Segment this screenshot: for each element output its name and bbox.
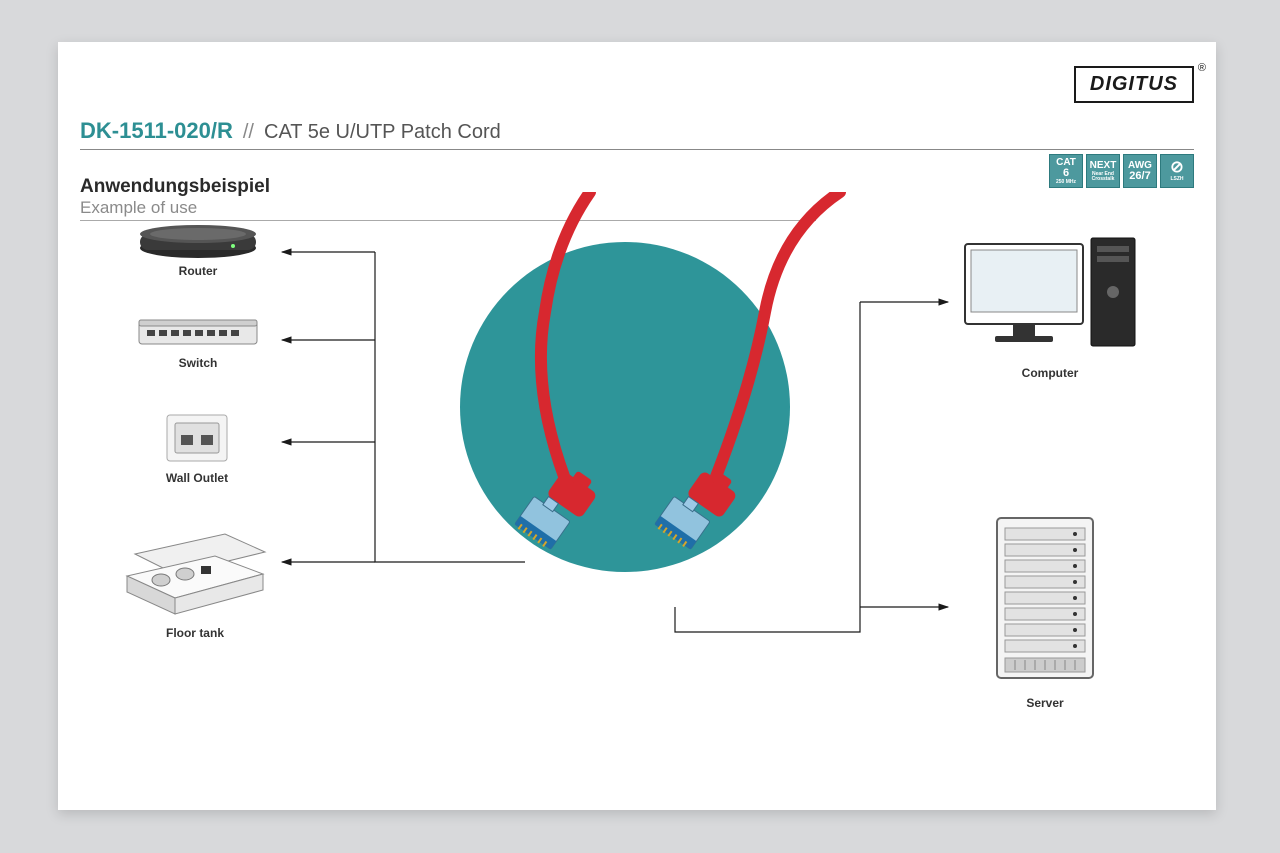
device-computer: Computer: [950, 232, 1150, 380]
computer-icon: [955, 232, 1145, 362]
device-wall-outlet: Wall Outlet: [142, 407, 252, 485]
device-floor-tank: Floor tank: [110, 522, 280, 640]
switch-icon: [133, 312, 263, 352]
router-label: Router: [128, 264, 268, 278]
server-icon: [975, 512, 1115, 692]
badge-awg: AWG 26/7: [1123, 154, 1157, 188]
server-label: Server: [960, 696, 1130, 710]
badge-cat: CAT 6 250 MHz: [1049, 154, 1083, 188]
use-case-diagram: Router Switch Wall Out: [80, 212, 1194, 790]
brand-logo: DIGITUS: [1074, 66, 1194, 103]
computer-label: Computer: [950, 366, 1150, 380]
registered-mark: ®: [1198, 62, 1206, 74]
floor-tank-icon: [115, 522, 275, 622]
floor-tank-label: Floor tank: [110, 626, 280, 640]
badge-lszh: ⊘ LSZH: [1160, 154, 1194, 188]
wall-outlet-label: Wall Outlet: [142, 471, 252, 485]
title-separator: //: [243, 121, 254, 144]
datasheet-page: DIGITUS ® DK-1511-020/R // CAT 5e U/UTP …: [58, 42, 1216, 810]
spec-badges: CAT 6 250 MHz NEXT Near End Crosstalk AW…: [1049, 154, 1194, 188]
wall-outlet-icon: [157, 407, 237, 467]
product-sku: DK-1511-020/R: [80, 118, 233, 144]
router-icon: [133, 220, 263, 260]
title-row: DK-1511-020/R // CAT 5e U/UTP Patch Cord: [80, 118, 1194, 150]
device-server: Server: [960, 512, 1130, 710]
device-router: Router: [128, 220, 268, 278]
brand-text: DIGITUS: [1090, 73, 1178, 95]
switch-label: Switch: [128, 356, 268, 370]
device-switch: Switch: [128, 312, 268, 370]
badge-next: NEXT Near End Crosstalk: [1086, 154, 1120, 188]
product-name: CAT 5e U/UTP Patch Cord: [264, 121, 501, 144]
patch-cord-illustration: [430, 192, 890, 612]
